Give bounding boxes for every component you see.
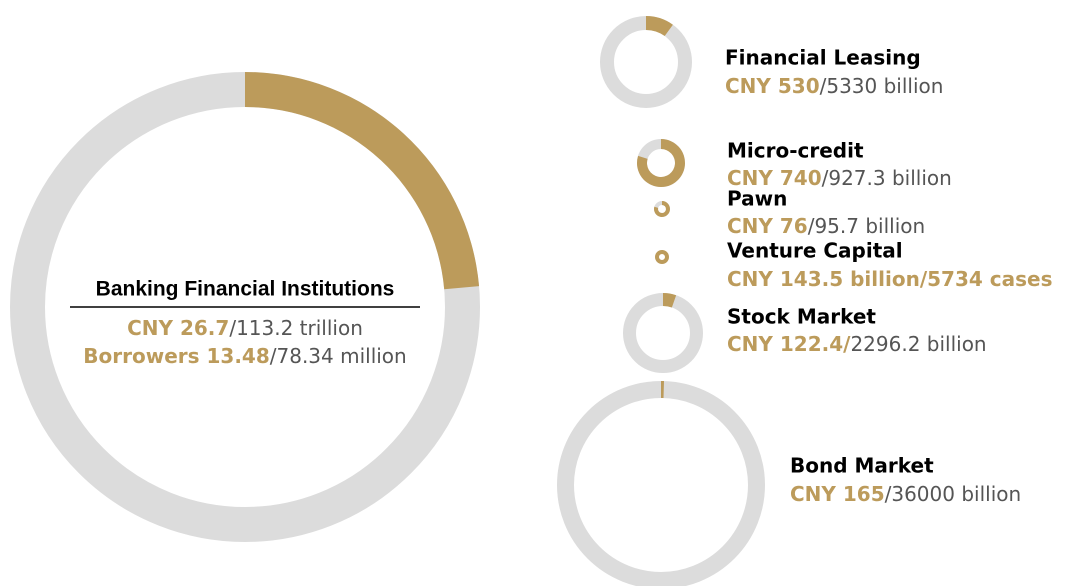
label-part: /5734 cases	[920, 267, 1053, 291]
label-part: /78.34 million	[270, 344, 407, 368]
label-part: CNY 143.5 billion	[727, 267, 920, 291]
ring-total	[557, 381, 765, 586]
ring-part	[661, 381, 664, 399]
donut-title: Financial Leasing	[725, 46, 921, 70]
label-part: CNY 165	[790, 482, 885, 506]
donut-label: CNY 143.5 billion/5734 cases	[727, 267, 1052, 291]
ring-total	[600, 16, 692, 108]
label-part: CNY 530	[725, 74, 820, 98]
label-part: CNY 122.4/	[727, 332, 851, 356]
label-part: 2296.2 billion	[850, 332, 986, 356]
label-part: CNY 740	[727, 166, 822, 190]
label-part: /95.7 billion	[808, 214, 925, 238]
donut-label: CNY 122.4/2296.2 billion	[727, 332, 987, 356]
label-part: Borrowers 13.48	[83, 344, 269, 368]
label-part: /927.3 billion	[822, 166, 952, 190]
ring-part	[663, 293, 677, 308]
donut-label: CNY 740/927.3 billion	[727, 166, 952, 190]
label-part: CNY 26.7	[127, 316, 229, 340]
donut-label: CNY 530/5330 billion	[725, 74, 943, 98]
donut-title: Venture Capital	[727, 239, 903, 263]
label-part: /5330 billion	[820, 74, 944, 98]
ring-part	[245, 72, 480, 290]
ring-part	[662, 250, 664, 255]
label-part: CNY 76	[727, 214, 808, 238]
donut-title: Pawn	[727, 187, 787, 211]
donut-title: Micro-credit	[727, 139, 864, 163]
ring-part	[646, 16, 673, 37]
label-part: /36000 billion	[885, 482, 1022, 506]
label-part: /113.2 trillion	[229, 316, 363, 340]
donut-title: Bond Market	[790, 454, 934, 478]
donut-label: CNY 76/95.7 billion	[727, 214, 925, 238]
donut-title: Stock Market	[727, 305, 876, 329]
donut-label: CNY 165/36000 billion	[790, 482, 1021, 506]
donut-label-secondary: Borrowers 13.48/78.34 million	[83, 344, 406, 368]
ring-part	[654, 201, 671, 217]
donut-label: CNY 26.7/113.2 trillion	[127, 316, 363, 340]
donut-title: Banking Financial Institutions	[96, 278, 395, 301]
ring-part	[637, 139, 685, 187]
ring-total	[623, 293, 703, 373]
